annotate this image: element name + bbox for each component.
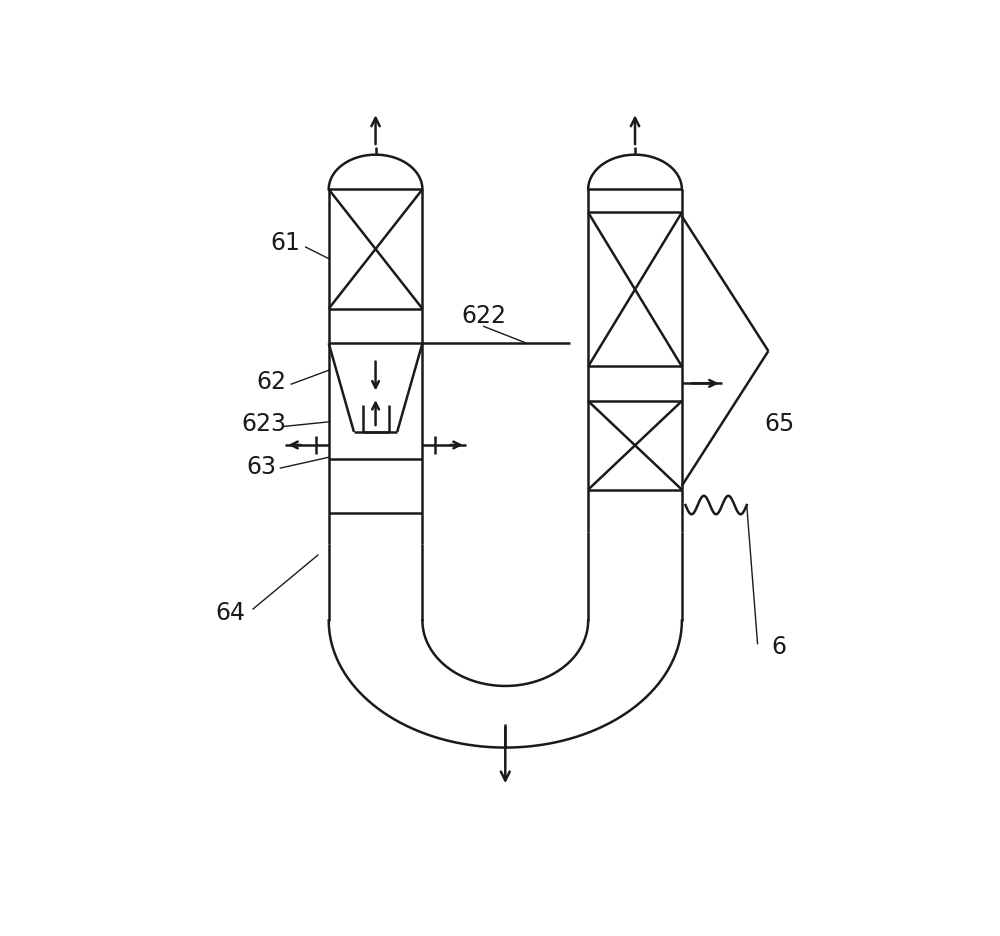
Text: 64: 64 bbox=[215, 601, 245, 625]
Text: 63: 63 bbox=[247, 455, 277, 478]
Text: 65: 65 bbox=[764, 412, 794, 436]
Text: 622: 622 bbox=[461, 304, 506, 329]
Text: 6: 6 bbox=[772, 636, 787, 660]
Text: 623: 623 bbox=[241, 412, 286, 436]
Text: 62: 62 bbox=[256, 370, 286, 394]
Text: 61: 61 bbox=[271, 231, 300, 256]
